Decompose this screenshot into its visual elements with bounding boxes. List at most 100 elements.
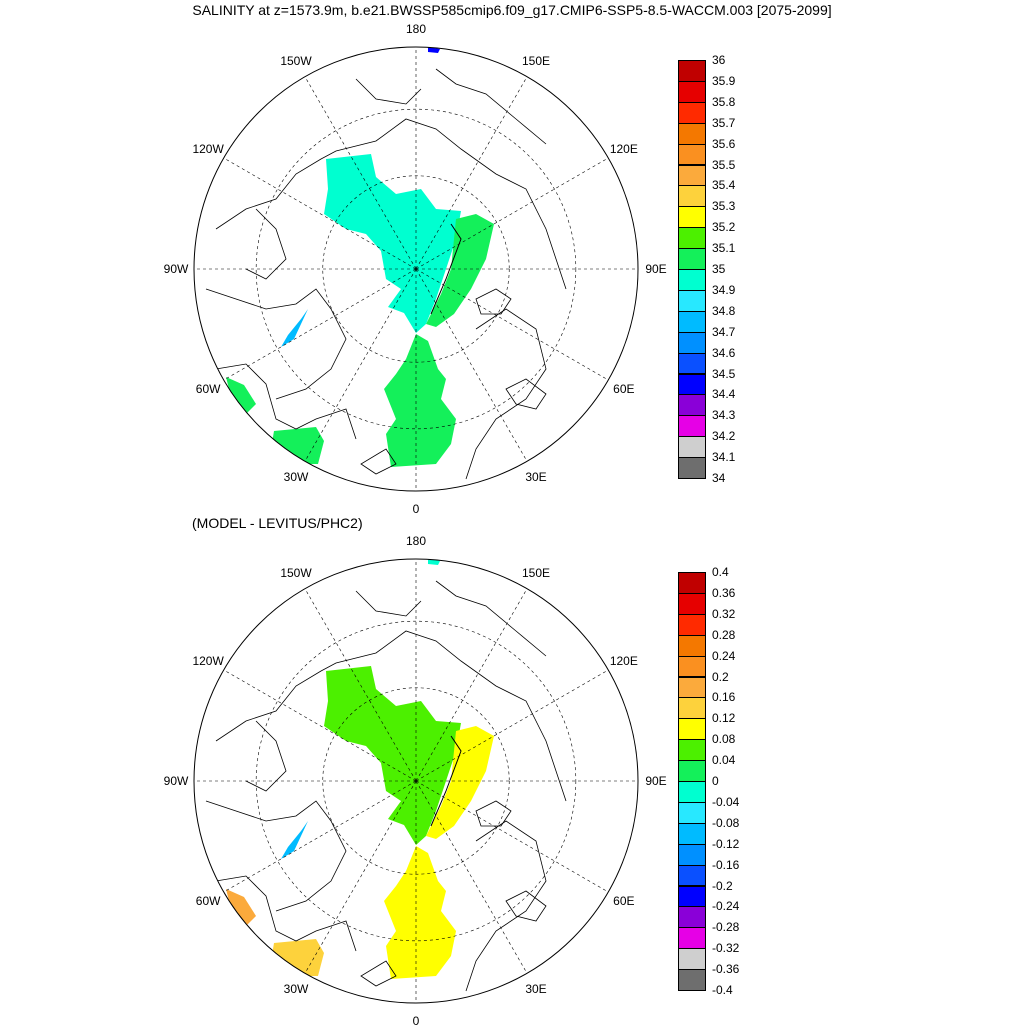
latitude-circle-1	[322, 175, 510, 363]
colorbar-segment	[678, 697, 706, 720]
colorbar-label: 0.2	[712, 669, 729, 684]
colorbar-segment	[678, 289, 706, 312]
colorbar-label: -0.4	[712, 983, 733, 997]
colorbar-label: 34.8	[712, 303, 736, 318]
colorbar-label: 0.08	[712, 732, 736, 747]
field-eurasian-basin	[426, 214, 494, 327]
longitude-label: 150W	[280, 566, 312, 581]
coastline-4	[435, 580, 547, 657]
contour-line	[430, 223, 462, 315]
colorbar-segment	[678, 822, 706, 845]
bottom-polar-map	[193, 558, 639, 1004]
graticule	[194, 47, 638, 491]
colorbar-label: 35.8	[712, 94, 736, 109]
field-baffin-bay	[281, 821, 308, 859]
colorbar-label: 35.9	[712, 73, 736, 88]
colorbar-segment	[678, 269, 706, 291]
colorbar-label: -0.36	[712, 962, 740, 977]
longitude-label: 0	[412, 502, 420, 516]
field-central-arctic	[324, 154, 461, 333]
colorbar-label: 34.7	[712, 324, 736, 339]
colorbar-segment	[678, 122, 706, 145]
colorbar-label: 0	[712, 774, 719, 788]
colorbar-label: 35	[712, 262, 726, 276]
colorbar-label: 34.4	[712, 387, 736, 402]
colorbar-label: 35.2	[712, 220, 736, 235]
colorbar-segment	[678, 948, 706, 971]
colorbar-label: 35.1	[712, 241, 736, 256]
colorbar-label: 36	[712, 53, 726, 67]
colorbar-label: 34.5	[712, 366, 736, 381]
colorbar-segment	[678, 310, 706, 333]
field-labrador-sea	[226, 889, 256, 926]
meridian-11	[304, 588, 417, 782]
longitude-label: 0	[412, 1014, 420, 1028]
colorbar-segment	[678, 676, 706, 699]
colorbar-label: 35.6	[712, 136, 736, 151]
meridian-8	[223, 780, 417, 893]
colorbar-segment	[678, 185, 706, 208]
coastline-1	[205, 800, 347, 912]
field-eurasian-basin	[426, 726, 494, 839]
colorbar-segment	[678, 572, 706, 594]
longitude-label: 150E	[521, 566, 551, 581]
longitude-label: 60W	[195, 894, 221, 908]
longitude-label: 30W	[283, 981, 309, 996]
longitude-label: 90W	[163, 774, 189, 788]
colorbar-label: 0.12	[712, 711, 736, 726]
colorbar-label: -0.2	[712, 878, 733, 893]
colorbar-label: 35.4	[712, 178, 736, 193]
coastline-2	[465, 820, 547, 992]
colorbar-label: 0.36	[712, 585, 736, 600]
colorbar-segment	[678, 457, 706, 479]
coastline-8	[360, 960, 397, 987]
coastline-0	[215, 118, 567, 290]
colorbar-label: 35.3	[712, 199, 736, 214]
colorbar-segment	[678, 739, 706, 762]
colorbar-label: -0.28	[712, 920, 740, 935]
meridian-8	[223, 268, 417, 381]
longitude-label: 120W	[192, 142, 224, 156]
colorbar-label: 34.2	[712, 429, 736, 444]
coastline-3	[215, 875, 357, 952]
colorbar-label: 34	[712, 471, 726, 485]
colorbar-segment	[678, 781, 706, 803]
colorbar-segment	[678, 80, 706, 103]
field-baffin-bay	[281, 309, 308, 347]
map-border	[193, 46, 639, 492]
meridian-10	[223, 669, 417, 782]
coastline-6	[245, 720, 287, 792]
colorbar-label: 0.16	[712, 690, 736, 705]
coastline-7	[505, 890, 547, 922]
meridian-1	[415, 76, 528, 270]
longitude-label: 90W	[163, 262, 189, 276]
coastline-2	[465, 308, 547, 480]
longitude-label: 120W	[192, 654, 224, 668]
coastline-5	[355, 590, 422, 617]
coastline-1	[205, 288, 347, 400]
colorbar-segment	[678, 206, 706, 229]
field-bering-patch	[428, 47, 440, 53]
meridian-2	[415, 157, 609, 270]
meridian-10	[223, 157, 417, 270]
colorbar-segment	[678, 436, 706, 459]
colorbar-label: -0.24	[712, 899, 740, 914]
meridian-4	[415, 268, 609, 381]
difference-subtitle: (MODEL - LEVITUS/PHC2)	[192, 515, 363, 531]
field-central-arctic	[324, 666, 461, 845]
longitude-label: 90E	[645, 262, 667, 276]
colorbar-label: 34.3	[712, 408, 736, 423]
colorbar-label: 0.24	[712, 648, 736, 663]
colorbar-segment	[678, 906, 706, 929]
colorbar-segment	[678, 227, 706, 250]
longitude-label: 60E	[613, 894, 635, 908]
colorbar-segment	[678, 655, 706, 678]
field-labrador-sea	[226, 377, 256, 414]
longitude-label: 60W	[195, 382, 221, 396]
colorbar-segment	[678, 864, 706, 887]
colorbar-label: -0.04	[712, 794, 740, 809]
longitude-label: 90E	[645, 774, 667, 788]
contour-line	[430, 735, 462, 827]
meridian-4	[415, 780, 609, 893]
